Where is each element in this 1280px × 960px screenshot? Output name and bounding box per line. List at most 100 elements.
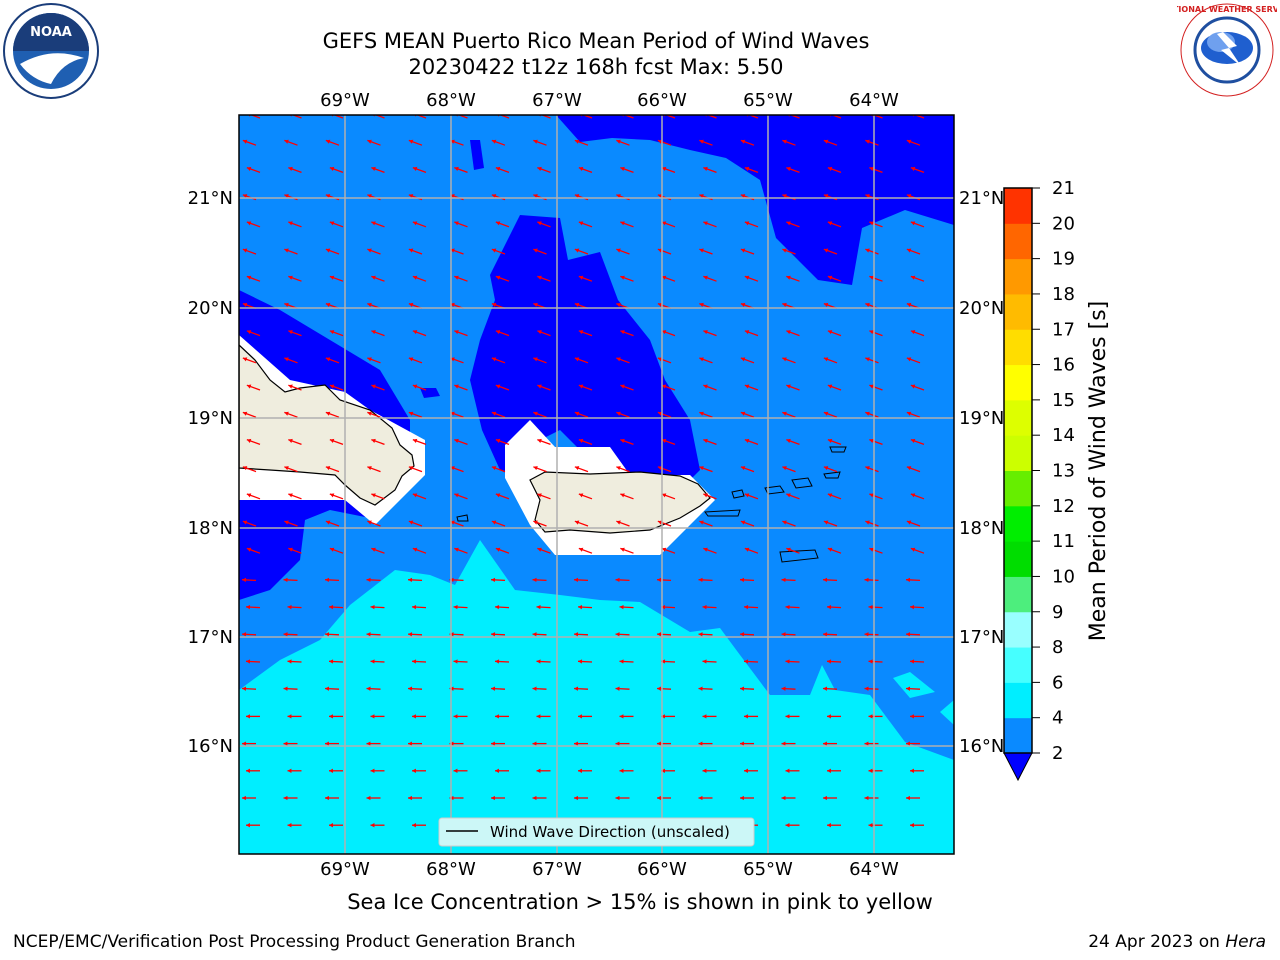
wave-direction-arrowhead [657, 466, 663, 471]
wave-direction-arrowhead [699, 357, 704, 362]
wave-direction-arrowhead [782, 520, 787, 525]
wave-direction-arrowhead [744, 768, 748, 773]
wave-direction-arrowhead [869, 221, 874, 226]
wave-direction-arrowhead [698, 795, 703, 801]
lon-label: 69°W [320, 859, 370, 880]
wave-direction-arrowhead [906, 411, 912, 416]
wave-direction-arrowhead [620, 221, 625, 226]
wave-direction-arrowhead [578, 659, 583, 664]
wave-direction-arrowhead [615, 577, 620, 583]
wave-direction-arrowhead [578, 438, 584, 443]
wave-direction-arrowhead [283, 795, 288, 801]
wave-direction-arrowhead [537, 384, 542, 389]
wave-direction-arrowhead [367, 248, 372, 253]
wave-direction-arrowhead [699, 194, 704, 199]
lon-label: 67°W [532, 859, 582, 880]
wave-direction-arrowhead [491, 466, 497, 471]
colorbar-segment [1004, 576, 1032, 613]
wave-direction-arrowhead [329, 330, 335, 335]
wave-direction-arrowhead [453, 714, 458, 719]
wave-direction-arrowhead [454, 221, 459, 226]
wave-direction-arrowhead [533, 302, 538, 307]
wave-direction-arrowhead [657, 194, 663, 199]
wave-direction-arrowhead [246, 384, 252, 389]
colorbar-tick-label: 13 [1052, 461, 1075, 482]
map-legend: Wind Wave Direction (unscaled) [438, 817, 755, 847]
wave-direction-arrowhead [367, 520, 372, 525]
colorbar-segment [1004, 188, 1032, 224]
wave-direction-arrowhead [574, 466, 580, 471]
wave-direction-arrowhead [616, 139, 621, 144]
wave-direction-arrowhead [782, 194, 787, 199]
wave-direction-arrowhead [698, 741, 703, 746]
wave-direction-arrowhead [325, 466, 331, 471]
wave-direction-arrowhead [366, 686, 371, 691]
colorbar-segment [1004, 364, 1032, 401]
wave-direction-arrowhead [703, 384, 708, 389]
wave-direction-arrowhead [412, 714, 416, 719]
colorbar-tick-label: 12 [1052, 496, 1075, 517]
wave-direction-arrowhead [578, 275, 584, 280]
wave-direction-arrowhead [495, 604, 500, 610]
wave-direction-arrowhead [283, 632, 288, 637]
wave-direction-arrowhead [657, 139, 663, 144]
field-under-2s-central [470, 215, 700, 490]
wave-direction-arrowhead [408, 520, 414, 525]
colorbar-tick-label: 16 [1052, 355, 1075, 376]
wave-direction-arrowhead [242, 632, 247, 637]
wave-direction-arrowhead [744, 166, 750, 171]
colorbar-segment [1004, 647, 1032, 683]
wave-direction-arrowhead [616, 248, 621, 253]
wave-direction-arrowhead [329, 604, 334, 610]
wave-direction-arrowhead [329, 823, 333, 828]
wave-direction-arrowhead [616, 466, 621, 471]
wave-direction-arrowhead [868, 659, 873, 664]
wave-direction-arrowhead [906, 248, 912, 253]
wave-direction-arrowhead [782, 466, 787, 471]
wave-direction-arrowhead [868, 604, 873, 610]
colorbar-tick-label: 9 [1052, 602, 1063, 623]
wave-direction-arrowhead [703, 330, 708, 335]
wave-direction-arrowhead [537, 547, 542, 552]
wave-direction-arrowhead [744, 714, 748, 719]
wave-direction-arrowhead [827, 330, 833, 335]
wave-direction-arrowhead [242, 577, 247, 583]
wave-direction-arrowhead [371, 438, 376, 443]
wave-direction-arrowhead [495, 221, 501, 226]
wave-direction-arrowhead [533, 248, 538, 253]
wave-direction-arrowhead [865, 411, 870, 416]
wave-direction-arrowhead [740, 466, 746, 471]
wave-direction-arrowhead [740, 520, 746, 525]
wave-direction-arrowhead [325, 194, 331, 199]
wave-direction-arrowhead [657, 248, 663, 253]
wave-direction-arrowhead [827, 547, 833, 552]
wave-direction-arrowhead [661, 604, 666, 610]
wave-direction-arrowhead [408, 466, 414, 471]
wave-direction-arrowhead [246, 823, 250, 828]
wave-direction-arrowhead [574, 632, 579, 637]
wave-direction-arrowhead [823, 577, 828, 583]
wave-direction-arrowhead [367, 302, 372, 307]
wave-direction-arrowhead [785, 714, 790, 719]
wave-direction-arrowhead [703, 438, 708, 443]
wave-direction-arrowhead [616, 302, 621, 307]
wave-direction-arrowhead [412, 384, 418, 389]
wave-direction-arrowhead [786, 166, 791, 171]
wave-direction-arrowhead [661, 438, 667, 443]
wave-direction-arrowhead [827, 768, 831, 773]
colorbar-tick-label: 19 [1052, 249, 1075, 270]
wave-direction-arrowhead [412, 659, 417, 664]
lat-label: 16°N [959, 736, 1004, 757]
wave-direction-arrowhead [325, 411, 331, 416]
wave-direction-arrowhead [744, 604, 749, 610]
wave-direction-arrowhead [495, 438, 501, 443]
lon-label: 68°W [426, 859, 476, 880]
colorbar-segment [1004, 611, 1032, 648]
lat-label: 18°N [188, 518, 233, 539]
wave-direction-arrowhead [906, 741, 910, 746]
wave-direction-arrowhead [823, 520, 829, 525]
footer-machine: Hera [1225, 932, 1266, 952]
wave-direction-arrowhead [367, 357, 372, 362]
wave-direction-arrowhead [408, 248, 414, 253]
sea-ice-note: Sea Ice Concentration > 15% is shown in … [347, 890, 933, 914]
